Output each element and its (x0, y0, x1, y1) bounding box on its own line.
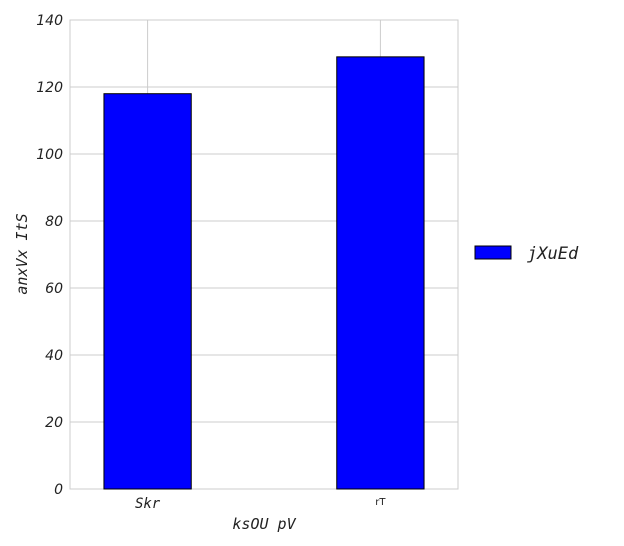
y-tick-label: 80 (45, 214, 63, 230)
y-tick-label: 60 (45, 281, 63, 297)
x-tick-label: Skr (135, 496, 161, 512)
y-tick-label: 0 (54, 482, 63, 498)
x-axis-label: ksOU pV (232, 515, 296, 533)
y-tick-label: 100 (36, 147, 63, 163)
y-tick-label: 140 (36, 13, 63, 29)
legend-swatch (474, 245, 512, 260)
x-tick-labels: Skr rT (135, 496, 386, 512)
legend-label: jXuEd (527, 244, 579, 264)
bar (103, 93, 192, 490)
x-tick-label: rT (375, 497, 386, 508)
y-tick-label: 20 (45, 415, 63, 431)
y-axis-label: anxVx ItS (13, 213, 31, 294)
bars (103, 56, 425, 490)
y-tick-label: 120 (36, 80, 63, 96)
bar (336, 56, 425, 490)
legend: jXuEd (474, 244, 579, 264)
y-tick-labels: 0 20 40 60 80 100 120 140 (36, 13, 63, 498)
y-tick-label: 40 (45, 348, 63, 364)
